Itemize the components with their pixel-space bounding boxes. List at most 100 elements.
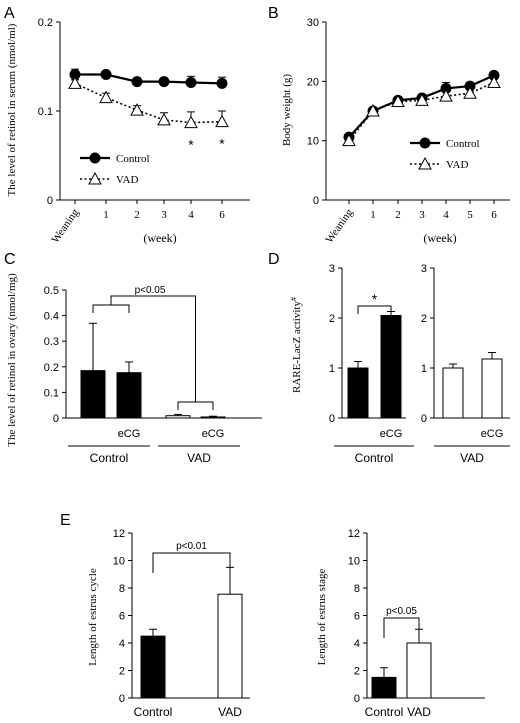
chart-b-xtick-label: 4 xyxy=(443,209,449,221)
chart-a-point xyxy=(100,69,112,81)
chart-a-significance: * xyxy=(188,136,194,152)
chart-d-vad-group-label: VAD xyxy=(460,451,484,465)
chart-e-cycle: Length of estrus cycle 0 2 4 6 8 10 12 Control… xyxy=(87,528,250,719)
chart-a-point xyxy=(68,76,82,89)
chart-b-point xyxy=(342,133,356,147)
chart-e2-ytick-label: 6 xyxy=(354,611,360,623)
chart-b-xlabel: (week) xyxy=(423,231,456,245)
chart-e2-ytick-label: 2 xyxy=(354,666,360,678)
panel-letter-e: E xyxy=(60,512,71,529)
chart-b-point xyxy=(366,103,380,117)
chart-a-ytick-label: 0.2 xyxy=(38,17,53,29)
chart-a-xtick-label: 6 xyxy=(219,209,225,221)
chart-d-ylabel-text: RARE-LacZ activity xyxy=(291,301,303,393)
chart-c-ytick-label: 0.1 xyxy=(44,387,59,399)
chart-e1-ytick-label: 6 xyxy=(119,611,125,623)
chart-d2-ytick-label: 1 xyxy=(421,363,427,375)
chart-d-control-group-label: Control xyxy=(355,451,394,465)
chart-c: The level of retinol in ovary (nmol/mg) … xyxy=(6,273,262,465)
chart-b-legend-point xyxy=(418,156,432,170)
chart-b-xtick-label: 2 xyxy=(395,209,401,221)
chart-e2-ytick-label: 8 xyxy=(354,583,360,595)
chart-c-bracket xyxy=(92,304,130,313)
chart-b-legend-point xyxy=(419,137,431,149)
chart-c-bar xyxy=(165,415,191,419)
chart-b-xtick-label: Weaning xyxy=(323,206,355,245)
chart-a-legend-point xyxy=(88,171,102,185)
chart-b-legend-label: Control xyxy=(446,138,480,150)
chart-a-xlabel: (week) xyxy=(143,231,176,245)
chart-c-ytick-label: 0.2 xyxy=(44,362,59,374)
chart-b-point xyxy=(463,86,477,99)
chart-a-point xyxy=(215,114,229,128)
chart-c-bar xyxy=(200,416,226,419)
chart-b-ylabel: Body weight (g) xyxy=(281,74,293,146)
chart-e1-category-label: Control xyxy=(134,705,173,719)
chart-c-category-label: eCG xyxy=(202,428,225,440)
chart-c-ytick-label: 0 xyxy=(53,413,59,425)
chart-b-ytick-label: 10 xyxy=(307,136,319,148)
chart-a-legend-label: Control xyxy=(116,153,150,165)
chart-b-xtick-label: 3 xyxy=(419,209,425,221)
chart-e1-ytick-label: 12 xyxy=(113,528,125,540)
chart-d2-bar xyxy=(442,367,464,419)
chart-e2-category-label: VAD xyxy=(407,705,431,719)
chart-b-point xyxy=(439,89,453,102)
chart-e1-ytick-label: 2 xyxy=(119,666,125,678)
chart-a-series-line xyxy=(75,73,223,85)
chart-e-stage-ylabel: Length of estrus stage xyxy=(316,568,328,665)
chart-e1-ytick-label: 10 xyxy=(113,556,125,568)
chart-a-significance: * xyxy=(219,135,225,151)
chart-c-ytick-label: 0.4 xyxy=(44,311,59,323)
chart-c-bar xyxy=(116,372,142,419)
chart-a-point xyxy=(157,112,171,126)
chart-d-vad-category-label: eCG xyxy=(481,428,504,440)
panel-letter-b: B xyxy=(268,5,279,22)
chart-e1-category-label: VAD xyxy=(218,705,242,719)
chart-e2-ytick-label: 12 xyxy=(348,528,360,540)
chart-d1-ytick-label: 2 xyxy=(329,313,335,325)
chart-b-xtick-label: 5 xyxy=(467,209,473,221)
chart-a-legend-point xyxy=(89,152,101,164)
chart-d1-ytick-label: 1 xyxy=(329,363,335,375)
chart-e1-ytick-label: 8 xyxy=(119,583,125,595)
chart-a-xtick-label: Weaning xyxy=(49,206,81,245)
chart-b-legend-label: VAD xyxy=(446,159,468,171)
chart-b-ytick-label: 0 xyxy=(313,195,319,207)
chart-a-xtick-label: 3 xyxy=(161,209,167,221)
chart-d-vad: 0 1 2 3 eCG VAD xyxy=(421,263,510,465)
chart-a-point xyxy=(184,115,198,129)
chart-e2-bracket xyxy=(383,617,420,638)
chart-b-xtick-label: 1 xyxy=(370,209,376,221)
chart-b-xtick-label: 6 xyxy=(491,209,497,221)
chart-a-xtick-label: 4 xyxy=(188,209,194,221)
chart-d1-ytick-label: 0 xyxy=(329,413,335,425)
chart-a-ylabel: The level of retinol in serum (nmol/ml) xyxy=(6,23,18,196)
panel-letter-d: D xyxy=(268,251,280,268)
chart-e1-bracket xyxy=(152,552,231,573)
chart-d-control-bracket xyxy=(357,305,392,314)
chart-a-point xyxy=(216,77,228,89)
chart-a-ytick-label: 0.1 xyxy=(38,106,53,118)
chart-a-series-line xyxy=(74,82,223,124)
chart-c-ytick-label: 0.3 xyxy=(44,336,59,348)
chart-e-cycle-ylabel: Length of estrus cycle xyxy=(87,568,99,666)
chart-d-control-significance: * xyxy=(372,291,378,307)
chart-e1-bar xyxy=(217,593,243,699)
chart-d-ylabel-mark: # xyxy=(289,297,298,301)
chart-a-point xyxy=(131,76,143,88)
chart-c-bracket xyxy=(177,401,214,410)
chart-b-ytick-label: 20 xyxy=(307,76,319,88)
chart-a-point xyxy=(130,103,144,116)
chart-c-category-label: eCG xyxy=(118,428,141,440)
chart-e2-ytick-label: 4 xyxy=(354,638,360,650)
chart-d-ylabel: RARE-LacZ activity# xyxy=(289,297,303,393)
chart-e2-annotation: p<0.05 xyxy=(386,606,417,617)
chart-a-xtick-label: 1 xyxy=(103,209,109,221)
chart-a-point xyxy=(185,77,197,89)
chart-c-bracket-main xyxy=(110,295,196,402)
panel-letter-a: A xyxy=(4,5,15,22)
chart-a: The level of retinol in serum (nmol/ml) … xyxy=(6,17,250,246)
chart-b: Body weight (g) 0 10 20 30 Weaning 1 2 3 4 5 6 (w… xyxy=(281,17,510,246)
